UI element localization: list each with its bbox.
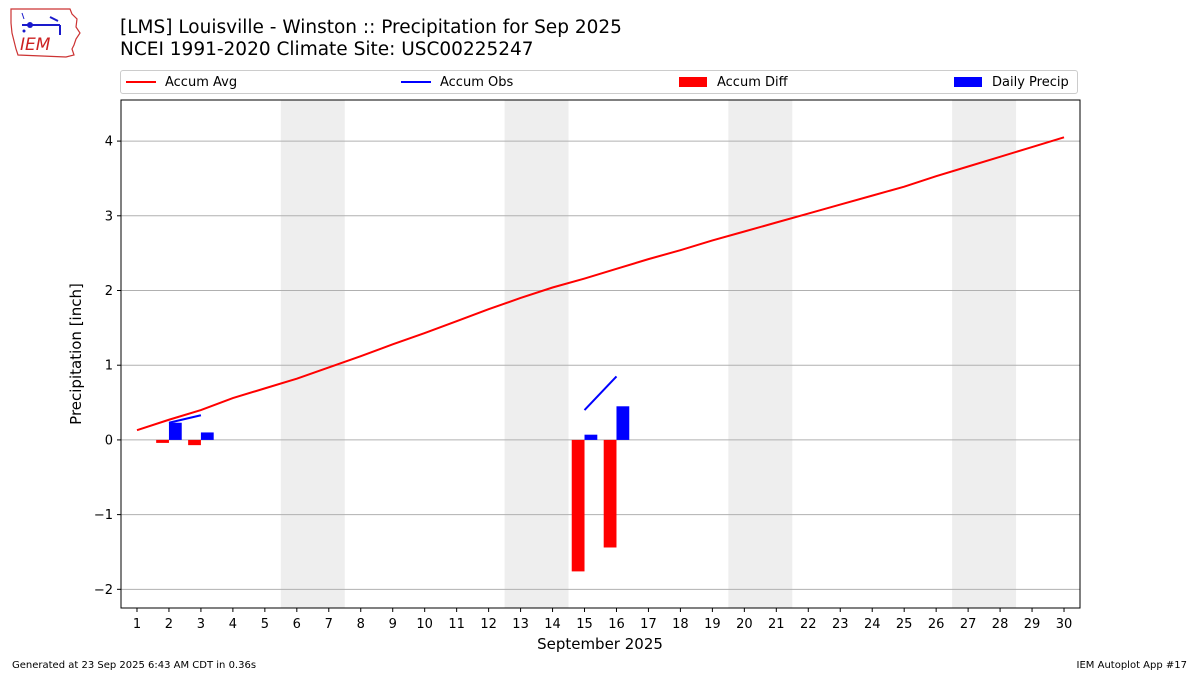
legend-swatch-accum-avg	[126, 81, 156, 83]
x-tick-label: 23	[832, 617, 849, 632]
y-tick-label: 4	[105, 135, 113, 150]
x-tick-label: 8	[357, 617, 365, 632]
accum-diff-bar	[571, 439, 585, 572]
y-tick-label: −1	[94, 508, 113, 523]
weekend-band	[952, 100, 1017, 608]
accum-diff-bar	[603, 439, 617, 548]
lines	[136, 136, 1065, 432]
legend-item-accum-obs: Accum Obs	[401, 71, 513, 93]
legend-item-accum-diff: Accum Diff	[679, 71, 788, 93]
title-line-2: NCEI 1991-2020 Climate Site: USC00225247	[120, 39, 534, 60]
x-tick-label: 9	[389, 617, 397, 632]
generated-timestamp: Generated at 23 Sep 2025 6:43 AM CDT in …	[12, 660, 257, 671]
x-tick-label: 19	[704, 617, 721, 632]
daily-precip-bar	[584, 434, 598, 440]
daily-precip-bar	[168, 422, 182, 440]
legend-swatch-accum-diff	[679, 77, 707, 87]
app-credit: IEM Autoplot App #17	[1076, 660, 1187, 671]
y-tick-label: 1	[105, 359, 113, 374]
accum-obs-line	[583, 375, 618, 411]
legend-label: Daily Precip	[992, 74, 1069, 90]
y-tick-label: 3	[105, 209, 113, 224]
x-tick-label: 13	[512, 617, 529, 632]
x-tick-label: 29	[1024, 617, 1041, 632]
x-tick-label: 27	[960, 617, 977, 632]
accum-diff-bar	[188, 439, 201, 446]
chart-title: [LMS] Louisville - Winston :: Precipitat…	[120, 17, 622, 61]
legend-label: Accum Diff	[717, 74, 788, 90]
y-tick-label: −2	[94, 583, 113, 598]
iowa-weather-station-icon: IEM	[10, 8, 81, 58]
logo-text: IEM	[20, 35, 51, 55]
x-tick-label: 2	[165, 617, 173, 632]
y-gridlines	[121, 140, 1080, 590]
daily-precip-bar	[200, 432, 214, 440]
x-tick-label: 12	[480, 617, 497, 632]
x-tick-label: 17	[640, 617, 657, 632]
weekend-band	[728, 100, 793, 608]
legend-label: Accum Obs	[440, 74, 514, 90]
legend: Accum Avg Accum Obs Accum Diff Daily Pre…	[120, 70, 1078, 94]
x-tick-label: 3	[197, 617, 205, 632]
legend-item-accum-avg: Accum Avg	[126, 71, 237, 93]
weekend-bands	[280, 100, 1017, 608]
x-tick-label: 14	[544, 617, 561, 632]
legend-swatch-daily-precip	[954, 77, 982, 87]
x-tick-label: 10	[416, 617, 433, 632]
accum-obs-line	[168, 414, 202, 424]
iem-logo: IEM	[8, 5, 82, 59]
title-line-1: [LMS] Louisville - Winston :: Precipitat…	[120, 17, 622, 38]
plot-frame	[120, 99, 1081, 609]
y-tick-label: 0	[105, 433, 113, 448]
x-axis-label: September 2025	[537, 635, 663, 653]
x-tick-label: 11	[448, 617, 465, 632]
x-tick-label: 24	[864, 617, 881, 632]
legend-label: Accum Avg	[165, 74, 238, 90]
x-tick-label: 18	[672, 617, 689, 632]
x-tick-label: 30	[1056, 617, 1073, 632]
x-tick-label: 5	[261, 617, 269, 632]
daily-precip-bar	[616, 406, 630, 440]
x-tick-label: 25	[896, 617, 913, 632]
y-axis-ticks: −2 −1 0 1 2 3 4	[94, 135, 121, 598]
x-tick-label: 6	[293, 617, 301, 632]
legend-item-daily-precip: Daily Precip	[954, 71, 1069, 93]
bars	[156, 406, 630, 572]
x-tick-label: 15	[576, 617, 593, 632]
x-tick-label: 26	[928, 617, 945, 632]
weekend-band	[504, 100, 569, 608]
x-tick-label: 7	[325, 617, 333, 632]
accum-avg-line	[136, 136, 1065, 432]
accum-diff-bar	[156, 439, 169, 443]
x-tick-label: 20	[736, 617, 753, 632]
x-tick-label: 16	[608, 617, 625, 632]
x-tick-label: 4	[229, 617, 237, 632]
y-tick-label: 2	[105, 284, 113, 299]
x-axis-ticks: 1 2 3 4 5 6 7 8 9 10 11 12 13 14 15 16 17 18 19 20 21 22 23 24 2…	[133, 608, 1072, 632]
weekend-band	[280, 100, 345, 608]
x-tick-label: 1	[133, 617, 141, 632]
y-axis-label: Precipitation [inch]	[67, 283, 85, 425]
legend-swatch-accum-obs	[401, 81, 431, 83]
x-tick-label: 22	[800, 617, 817, 632]
x-tick-label: 28	[992, 617, 1009, 632]
x-tick-label: 21	[768, 617, 785, 632]
